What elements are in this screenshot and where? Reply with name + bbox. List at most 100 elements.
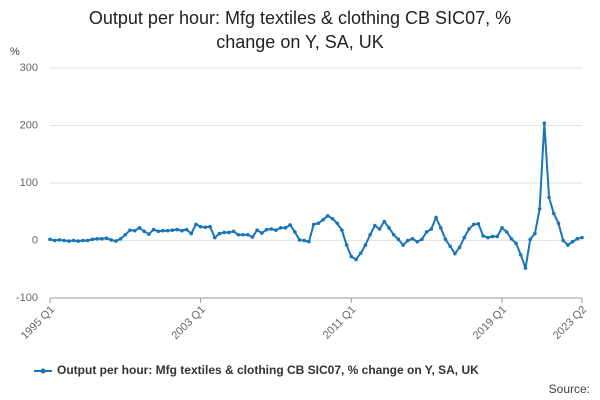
point [288,223,292,227]
point [321,218,325,222]
point [123,232,128,237]
point [95,236,99,241]
point [57,238,62,242]
point [76,239,81,243]
point [363,243,368,247]
point [368,232,372,237]
point [340,228,344,232]
point [311,222,316,227]
point [391,232,396,237]
point [429,227,434,231]
point [71,238,76,243]
point [467,227,471,231]
y-tick-label: 0 [32,234,38,246]
point [575,236,580,241]
x-tick-label: 2023 Q2 [551,304,589,342]
point [194,222,198,227]
point [396,237,401,242]
point [307,239,311,244]
point [208,224,212,229]
point [198,224,203,229]
point [523,266,528,270]
point [109,238,114,242]
point [490,234,495,239]
point [373,223,377,228]
point [260,231,264,235]
point [147,232,151,236]
x-tick-label: 1995 Q1 [19,304,57,342]
point [189,231,194,236]
point [434,215,438,220]
point [330,216,335,221]
point [114,239,118,243]
point [471,222,476,227]
point [358,251,363,255]
point [481,234,485,238]
point [297,238,302,242]
point [227,230,231,235]
chart-title: Output per hour: Mfg textiles & clothing… [88,8,512,52]
point [457,245,462,250]
point [85,238,90,243]
point [217,231,222,236]
point [561,238,565,243]
point [161,228,165,233]
point [255,228,259,232]
point [406,238,410,243]
x-tick-label: 2011 Q1 [321,304,359,342]
point [448,244,452,249]
point [580,235,584,240]
point [415,239,420,244]
point [180,228,184,233]
point [212,235,217,240]
y-tick-label: -100 [16,292,38,304]
point [52,238,57,243]
point [514,241,518,246]
point [325,213,330,218]
point [556,221,561,226]
point [354,257,358,262]
point [137,226,142,230]
x-tick-label: 2019 Q1 [471,304,509,342]
point [420,237,424,242]
point [462,235,467,240]
point [500,226,504,230]
point [165,228,170,233]
point [316,221,321,226]
point [551,211,556,216]
point [566,243,570,247]
point [222,230,226,235]
y-tick-label: 300 [20,62,38,74]
point [509,236,514,241]
source: Source: [549,382,590,396]
point [293,230,297,234]
point [377,227,382,231]
point [387,226,391,230]
point [424,230,429,234]
point [453,251,457,256]
point [274,228,278,232]
point [401,243,405,247]
point [142,229,146,234]
point [269,227,274,231]
point [250,235,255,239]
point [203,225,208,230]
y-tick-label: 100 [20,177,38,189]
point [132,228,137,233]
point [438,226,443,230]
point [184,227,189,232]
x-tick-label: 2003 Q1 [170,304,208,342]
legend-marker [40,368,46,374]
point [335,221,339,226]
point [118,236,123,241]
point [410,236,415,241]
point [62,238,66,243]
point [156,229,161,234]
point [48,237,52,242]
y-tick-label: 200 [20,119,38,131]
point [128,228,132,232]
point [504,230,509,234]
point [302,238,307,243]
